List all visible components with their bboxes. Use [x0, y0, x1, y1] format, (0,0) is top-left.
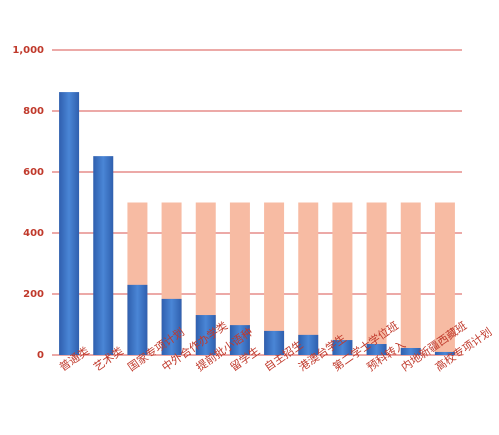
bar: [400, 202, 421, 355]
y-tick-label: 200: [23, 289, 44, 300]
bar: [127, 284, 148, 355]
bar: [59, 92, 80, 355]
y-tick-label: 1,000: [12, 45, 44, 56]
bar: [332, 202, 353, 355]
bar: [229, 325, 250, 355]
bar: [434, 202, 455, 355]
bar: [264, 330, 285, 355]
bar: [229, 202, 250, 355]
bar: [400, 347, 421, 355]
bar: [434, 351, 455, 355]
bar: [366, 344, 387, 355]
bar: [298, 334, 319, 355]
bar: [366, 202, 387, 355]
y-tick-label: 0: [37, 350, 44, 361]
bar: [161, 298, 182, 355]
bar: [93, 156, 114, 355]
y-tick-label: 800: [23, 106, 44, 117]
y-tick-label: 600: [23, 167, 44, 178]
bar: [264, 202, 285, 355]
bar: [195, 315, 216, 355]
bar: [298, 202, 319, 355]
y-tick-label: 400: [23, 228, 44, 239]
bar: [332, 340, 353, 355]
